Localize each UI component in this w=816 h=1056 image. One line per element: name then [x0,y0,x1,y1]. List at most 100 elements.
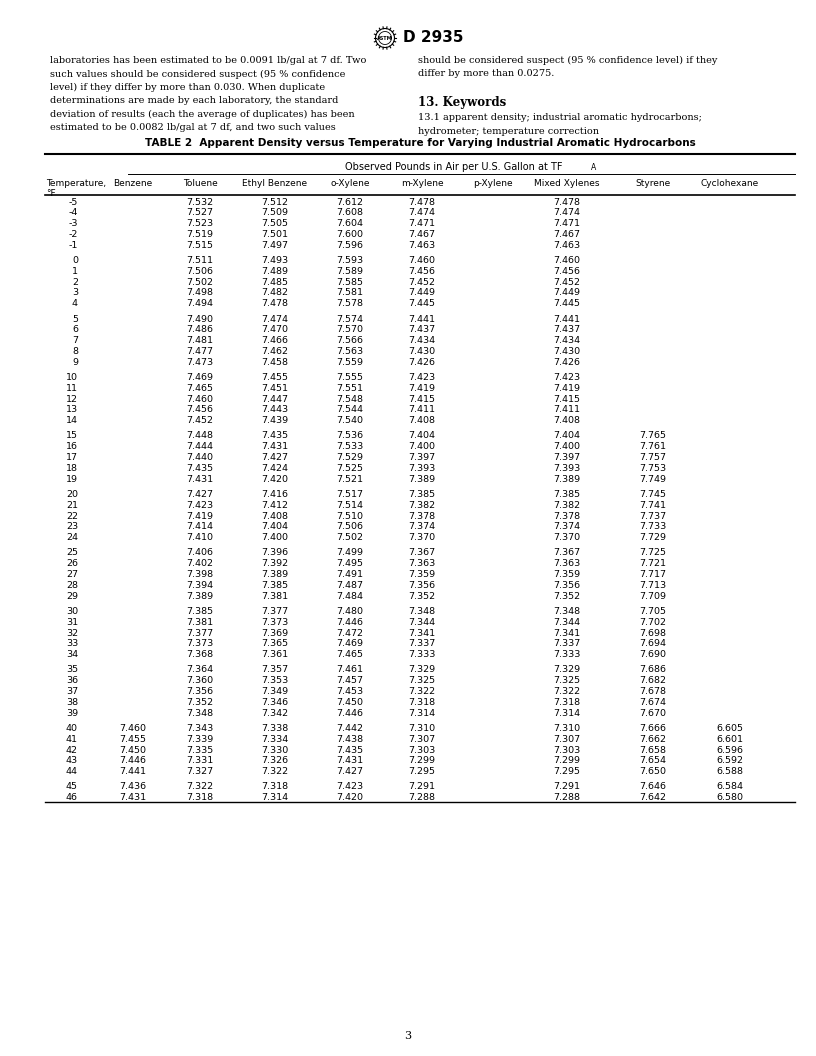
Text: 7.757: 7.757 [640,453,667,463]
Text: 7.461: 7.461 [336,665,363,675]
Text: 7.544: 7.544 [336,406,363,414]
Text: 7.299: 7.299 [553,756,580,766]
Text: 7.363: 7.363 [408,560,436,568]
Text: 7.416: 7.416 [261,490,289,499]
Text: 37: 37 [66,687,78,696]
Text: 7.471: 7.471 [409,219,436,228]
Text: 7.291: 7.291 [553,782,580,792]
Text: 7.397: 7.397 [553,453,580,463]
Text: 7.574: 7.574 [336,315,363,323]
Text: 7.686: 7.686 [640,665,667,675]
Text: 7.536: 7.536 [336,432,364,440]
Text: 6.601: 6.601 [716,735,743,743]
Text: 7.458: 7.458 [261,358,289,366]
Text: 7.325: 7.325 [553,676,580,685]
Text: 7.441: 7.441 [119,768,147,776]
Text: 7.448: 7.448 [187,432,214,440]
Text: 6: 6 [72,325,78,335]
Text: 7.486: 7.486 [187,325,214,335]
Text: 3: 3 [405,1031,411,1041]
Text: 7.408: 7.408 [553,416,580,426]
Text: 6.580: 6.580 [716,793,743,803]
Text: 7.295: 7.295 [409,768,436,776]
Text: 7.352: 7.352 [186,698,214,706]
Text: 7.529: 7.529 [336,453,363,463]
Text: 23: 23 [66,523,78,531]
Text: 7.431: 7.431 [261,442,289,451]
Text: 7.361: 7.361 [261,650,289,659]
Text: 7.435: 7.435 [186,464,214,473]
Text: 7.493: 7.493 [261,256,289,265]
Text: level) if they differ by more than 0.030. When duplicate: level) if they differ by more than 0.030… [50,83,325,92]
Text: 7.435: 7.435 [261,432,289,440]
Text: 7.400: 7.400 [409,442,436,451]
Text: 27: 27 [66,570,78,579]
Text: 7.378: 7.378 [409,511,436,521]
Text: Cyclohexane: Cyclohexane [701,178,759,188]
Text: 7.400: 7.400 [261,533,289,542]
Text: 7.389: 7.389 [553,475,580,484]
Text: 7.709: 7.709 [640,591,667,601]
Text: 7.426: 7.426 [553,358,580,366]
Text: 7.322: 7.322 [553,687,580,696]
Text: 7.318: 7.318 [409,698,436,706]
Text: 7.414: 7.414 [187,523,214,531]
Text: 20: 20 [66,490,78,499]
Text: 7.337: 7.337 [408,639,436,648]
Text: TABLE 2  Apparent Density versus Temperature for Varying Industrial Aromatic Hyd: TABLE 2 Apparent Density versus Temperat… [144,138,695,148]
Text: -1: -1 [69,241,78,249]
Text: 7.713: 7.713 [640,581,667,590]
Text: 7.682: 7.682 [640,676,667,685]
Text: 7.330: 7.330 [261,746,289,755]
Text: 7.441: 7.441 [409,315,436,323]
Text: 7.333: 7.333 [553,650,581,659]
Text: 46: 46 [66,793,78,803]
Text: 7.408: 7.408 [409,416,436,426]
Text: 7.729: 7.729 [640,533,667,542]
Text: D 2935: D 2935 [403,31,463,45]
Text: 7.378: 7.378 [553,511,580,521]
Text: 7.331: 7.331 [186,756,214,766]
Text: 7.600: 7.600 [336,230,363,239]
Text: 7.343: 7.343 [186,724,214,733]
Text: 24: 24 [66,533,78,542]
Text: -5: -5 [69,197,78,207]
Text: 7.411: 7.411 [553,406,580,414]
Text: 28: 28 [66,581,78,590]
Text: 22: 22 [66,511,78,521]
Text: 7.737: 7.737 [640,511,667,521]
Text: 7.406: 7.406 [187,548,214,558]
Text: 7.415: 7.415 [409,395,436,403]
Text: 7.589: 7.589 [336,267,363,276]
Text: 7.491: 7.491 [336,570,363,579]
Text: 8: 8 [72,347,78,356]
Text: -3: -3 [69,219,78,228]
Text: 7.437: 7.437 [553,325,580,335]
Text: 7.436: 7.436 [119,782,147,792]
Text: 7.442: 7.442 [336,724,363,733]
Text: 7.741: 7.741 [640,501,667,510]
Text: 7.477: 7.477 [187,347,214,356]
Text: 1: 1 [72,267,78,276]
Text: 36: 36 [66,676,78,685]
Text: 7.495: 7.495 [336,560,363,568]
Text: 38: 38 [66,698,78,706]
Text: 7.506: 7.506 [187,267,214,276]
Text: 7.455: 7.455 [119,735,147,743]
Text: 7.318: 7.318 [186,793,214,803]
Text: 14: 14 [66,416,78,426]
Text: 7.410: 7.410 [187,533,214,542]
Text: 7.690: 7.690 [640,650,667,659]
Text: 7.291: 7.291 [409,782,436,792]
Text: 7.670: 7.670 [640,709,667,718]
Text: 6.605: 6.605 [716,724,743,733]
Text: deviation of results (each the average of duplicates) has been: deviation of results (each the average o… [50,110,355,119]
Text: 7.478: 7.478 [553,197,580,207]
Text: 7.431: 7.431 [186,475,214,484]
Text: 7: 7 [72,336,78,345]
Text: 7.314: 7.314 [553,709,580,718]
Text: 7.389: 7.389 [409,475,436,484]
Text: 7.501: 7.501 [261,230,289,239]
Text: 10: 10 [66,373,78,382]
Text: 43: 43 [66,756,78,766]
